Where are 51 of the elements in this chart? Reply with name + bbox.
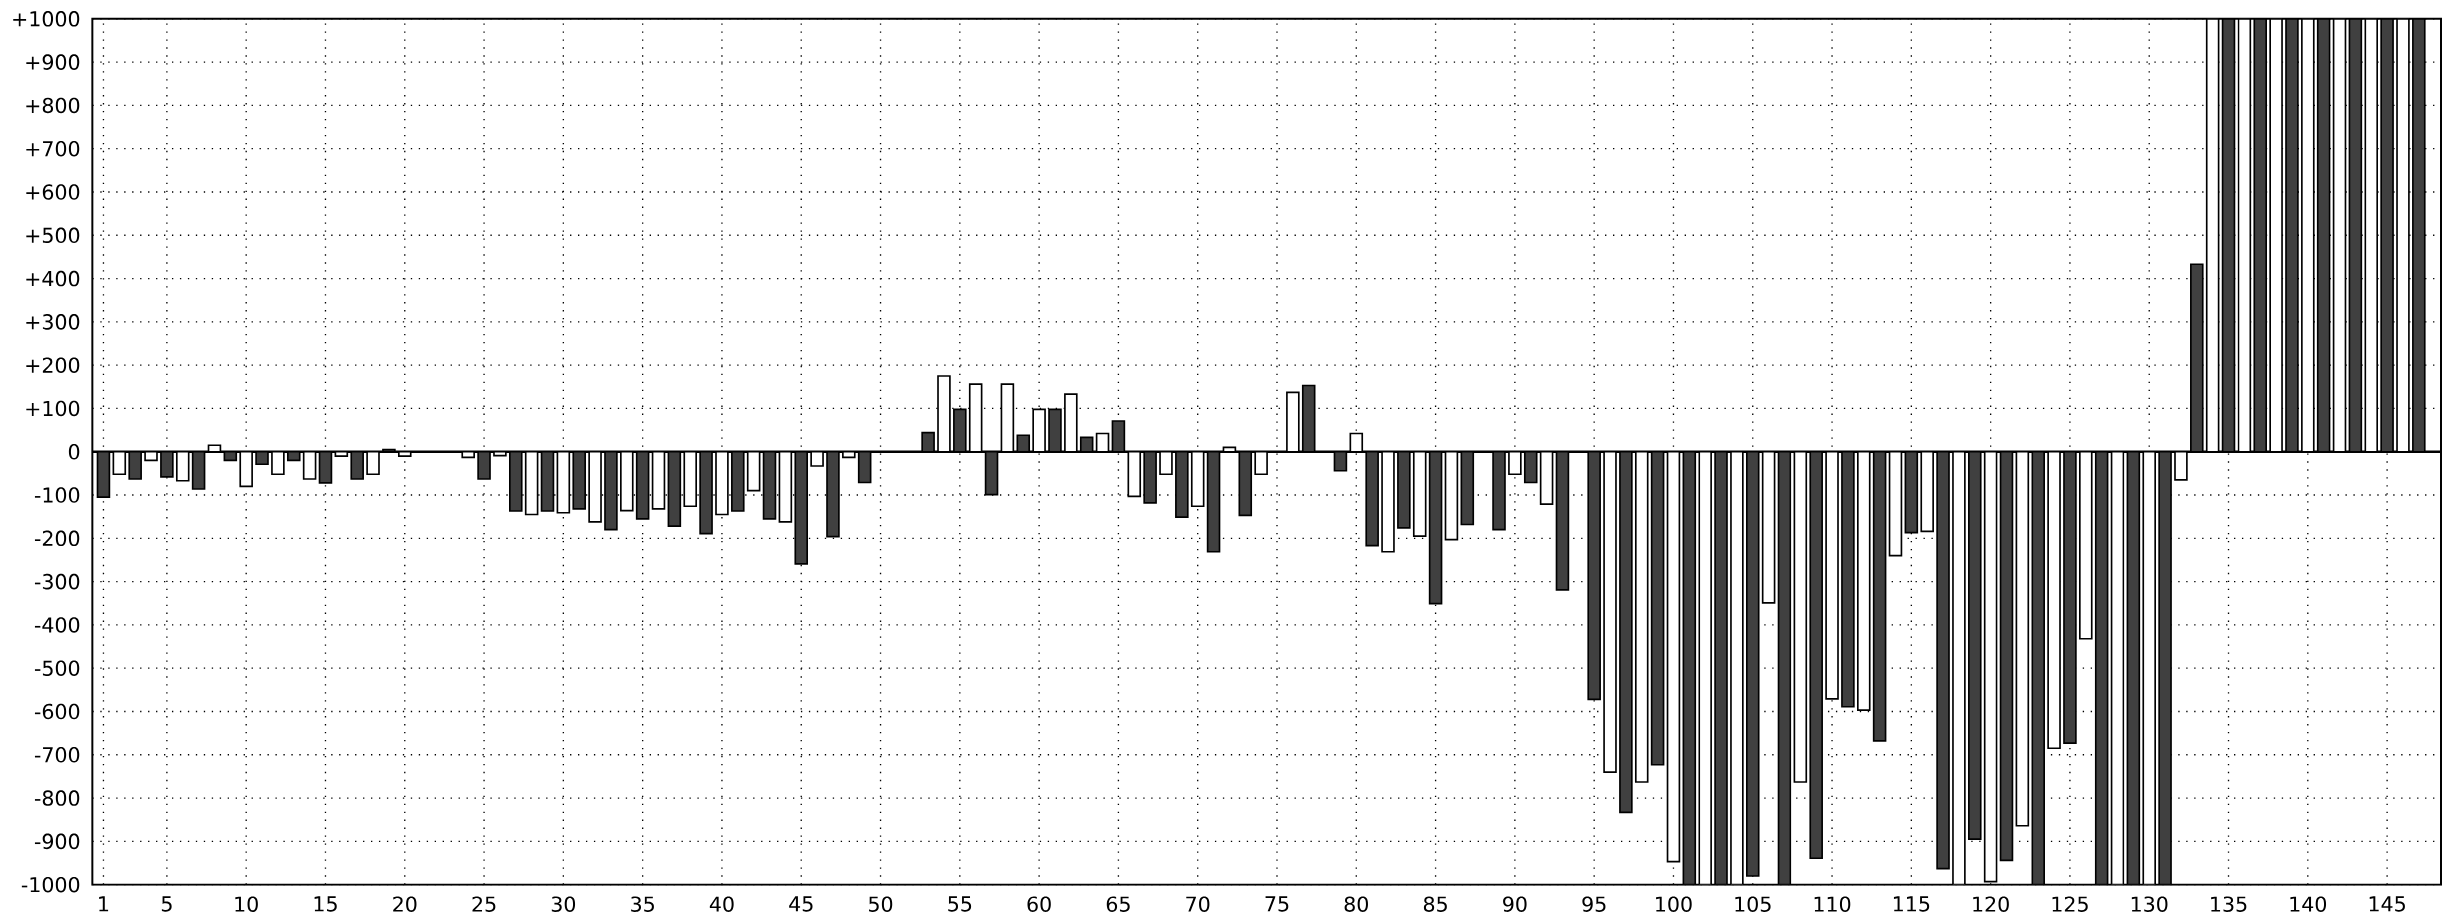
x-tick-label: 120 (1973, 896, 2009, 912)
y-tick-label: -600 (34, 703, 80, 720)
y-tick-label: +100 (26, 400, 80, 417)
x-tick-label: 130 (2131, 896, 2168, 912)
x-tick-label: 90 (1503, 896, 1527, 912)
x-tick-label: 60 (1027, 896, 1051, 912)
y-tick-label: +800 (26, 97, 80, 114)
x-tick-label: 1 (99, 896, 109, 912)
x-tick-label: 110 (1814, 896, 1851, 912)
y-tick-label: -500 (34, 660, 80, 676)
y-tick-label: -300 (34, 573, 80, 590)
y-tick-label: -1000 (21, 876, 80, 893)
y-tick-label: -200 (34, 530, 80, 547)
x-tick-label: 20 (393, 896, 417, 912)
y-tick-label: +700 (26, 140, 80, 157)
x-tick-label: 145 (2369, 896, 2405, 912)
y-tick-label: +900 (26, 54, 80, 70)
x-tick-label: 10 (235, 896, 258, 912)
y-tick-label: -100 (34, 487, 80, 503)
x-tick-label: 55 (948, 896, 972, 912)
x-tick-label: 35 (631, 896, 654, 912)
x-tick-label: 135 (2211, 896, 2247, 912)
x-tick-label: 105 (1735, 896, 1771, 912)
y-tick-label: -800 (34, 790, 80, 806)
y-tick-label: +600 (26, 184, 80, 200)
y-tick-label: 0 (68, 443, 80, 460)
x-tick-label: 100 (1656, 896, 1692, 912)
y-tick-label: +200 (26, 357, 80, 373)
x-tick-label: 80 (1344, 896, 1368, 912)
x-tick-label: 75 (1265, 896, 1289, 912)
y-tick-label: -900 (34, 833, 80, 850)
x-tick-label: 50 (869, 896, 893, 912)
x-tick-label: 140 (2290, 896, 2327, 912)
x-tick-label: 70 (1186, 896, 1210, 912)
x-tick-label: 45 (789, 896, 813, 912)
x-tick-label: 40 (709, 896, 734, 912)
x-tick-label: 25 (472, 896, 496, 912)
y-tick-label: +300 (26, 314, 80, 330)
x-tick-label: 115 (1893, 896, 1930, 912)
x-tick-label: 95 (1582, 896, 1606, 912)
y-tick-label: +400 (26, 270, 80, 287)
x-tick-label: 125 (2052, 896, 2088, 912)
y-tick-label: -700 (34, 747, 80, 763)
x-tick-label: 5 (161, 896, 172, 912)
x-tick-label: 30 (551, 896, 576, 912)
y-tick-label: -400 (34, 617, 80, 633)
x-tick-label: 85 (1423, 896, 1447, 912)
y-tick-label: +500 (26, 227, 80, 244)
y-tick-label: +1000 (13, 11, 80, 27)
x-tick-label: 65 (1106, 896, 1130, 912)
x-tick-label: 15 (314, 896, 337, 912)
